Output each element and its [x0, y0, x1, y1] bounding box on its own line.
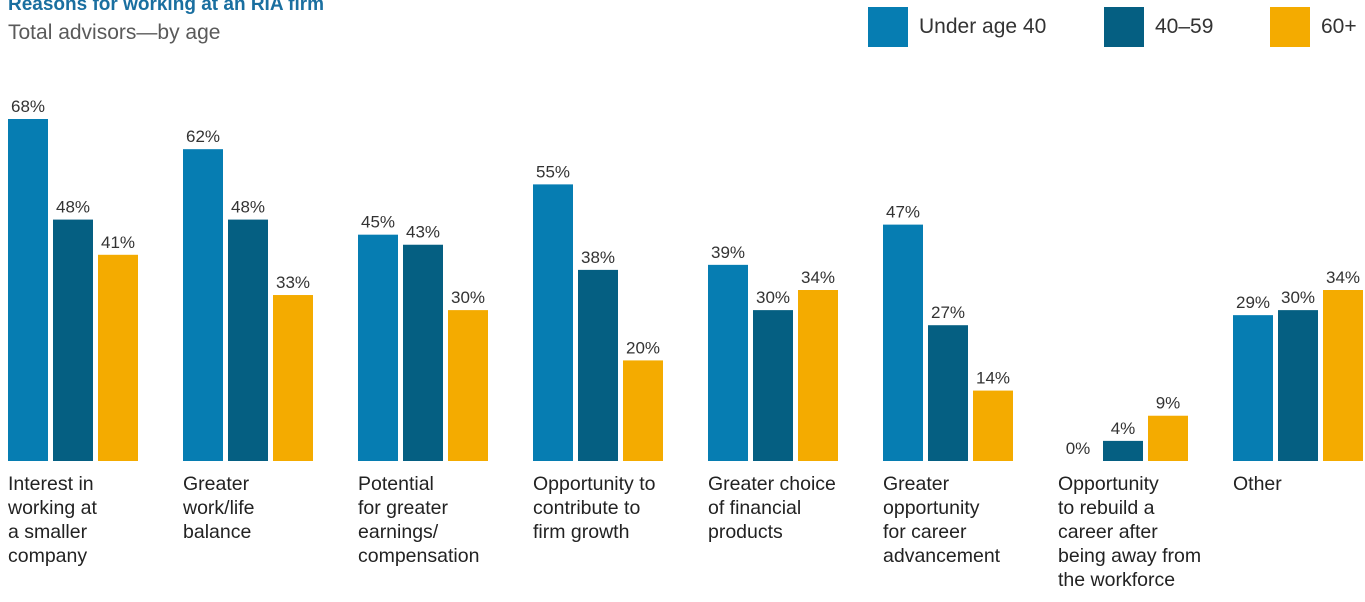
data-label-5-2: 14%	[976, 369, 1010, 388]
bar-0-1	[53, 219, 93, 461]
data-label-1-1: 48%	[231, 198, 265, 217]
data-label-2-1: 43%	[406, 223, 440, 242]
bar-6-2	[1148, 415, 1188, 461]
legend-swatch-40-59	[1104, 7, 1144, 47]
data-label-3-1: 38%	[581, 248, 615, 267]
bar-6-1	[1103, 440, 1143, 461]
bar-3-1	[578, 269, 618, 461]
data-label-1-0: 62%	[186, 127, 220, 146]
legend-label-40-59: 40–59	[1155, 15, 1214, 38]
bar-5-0	[883, 224, 923, 461]
data-label-7-0: 29%	[1236, 293, 1270, 312]
bar-5-2	[973, 390, 1013, 461]
data-label-4-1: 30%	[756, 288, 790, 307]
legend-item-under-40: Under age 40	[868, 7, 1046, 47]
bar-7-0	[1233, 315, 1273, 461]
bar-4-0	[708, 264, 748, 461]
category-label: Greater work/life balance	[183, 473, 255, 543]
bar-3-0	[533, 184, 573, 461]
bar-5-1	[928, 325, 968, 461]
bar-0-2	[98, 254, 138, 461]
chart-subtitle: Total advisors—by age	[8, 21, 221, 44]
legend-item-60-plus: 60+	[1270, 7, 1357, 47]
data-label-3-2: 20%	[626, 338, 660, 357]
data-label-5-1: 27%	[931, 303, 965, 322]
data-label-5-0: 47%	[886, 203, 920, 222]
data-label-1-2: 33%	[276, 273, 310, 292]
data-label-3-0: 55%	[536, 162, 570, 181]
data-label-7-2: 34%	[1326, 268, 1360, 287]
data-label-0-2: 41%	[101, 233, 135, 252]
category-label: Other	[1233, 473, 1282, 495]
data-label-4-2: 34%	[801, 268, 835, 287]
data-label-2-0: 45%	[361, 213, 395, 232]
legend-label-60-plus: 60+	[1321, 15, 1357, 38]
bar-1-2	[273, 295, 313, 461]
legend-label-under-40: Under age 40	[919, 15, 1047, 38]
bar-7-2	[1323, 290, 1363, 461]
legend-item-40-59: 40–59	[1104, 7, 1213, 47]
category-label: Interest in working at a smaller company	[8, 473, 97, 567]
bar-4-2	[798, 290, 838, 461]
data-label-7-1: 30%	[1281, 288, 1315, 307]
data-label-6-1: 4%	[1111, 419, 1136, 438]
bar-4-1	[753, 310, 793, 461]
bar-2-2	[448, 310, 488, 461]
data-label-0-1: 48%	[56, 198, 90, 217]
bar-7-1	[1278, 310, 1318, 461]
data-label-2-2: 30%	[451, 288, 485, 307]
legend-swatch-60-plus	[1270, 7, 1310, 47]
bar-2-0	[358, 234, 398, 461]
data-label-6-2: 9%	[1156, 394, 1181, 413]
bar-1-1	[228, 219, 268, 461]
category-label: Opportunity to rebuild a career after being…	[1058, 473, 1202, 591]
bar-1-0	[183, 149, 223, 462]
category-label: Potential for greater earnings/compensatio…	[358, 473, 480, 567]
category-label: Greater choice of financial products	[708, 473, 836, 543]
category-label: Greater opportunity for career advancement	[883, 473, 1001, 567]
bar-2-1	[403, 244, 443, 461]
legend-swatch-under-40	[868, 7, 908, 47]
data-label-0-0: 68%	[11, 97, 45, 116]
category-label: Opportunity to contribute to firm growth	[533, 473, 656, 543]
bar-0-0	[8, 119, 48, 461]
chart-title: Reasons for working at an RIA firm	[8, 0, 325, 15]
bar-3-2	[623, 360, 663, 461]
data-label-6-0: 0%	[1066, 439, 1091, 458]
data-label-4-0: 39%	[711, 243, 745, 262]
